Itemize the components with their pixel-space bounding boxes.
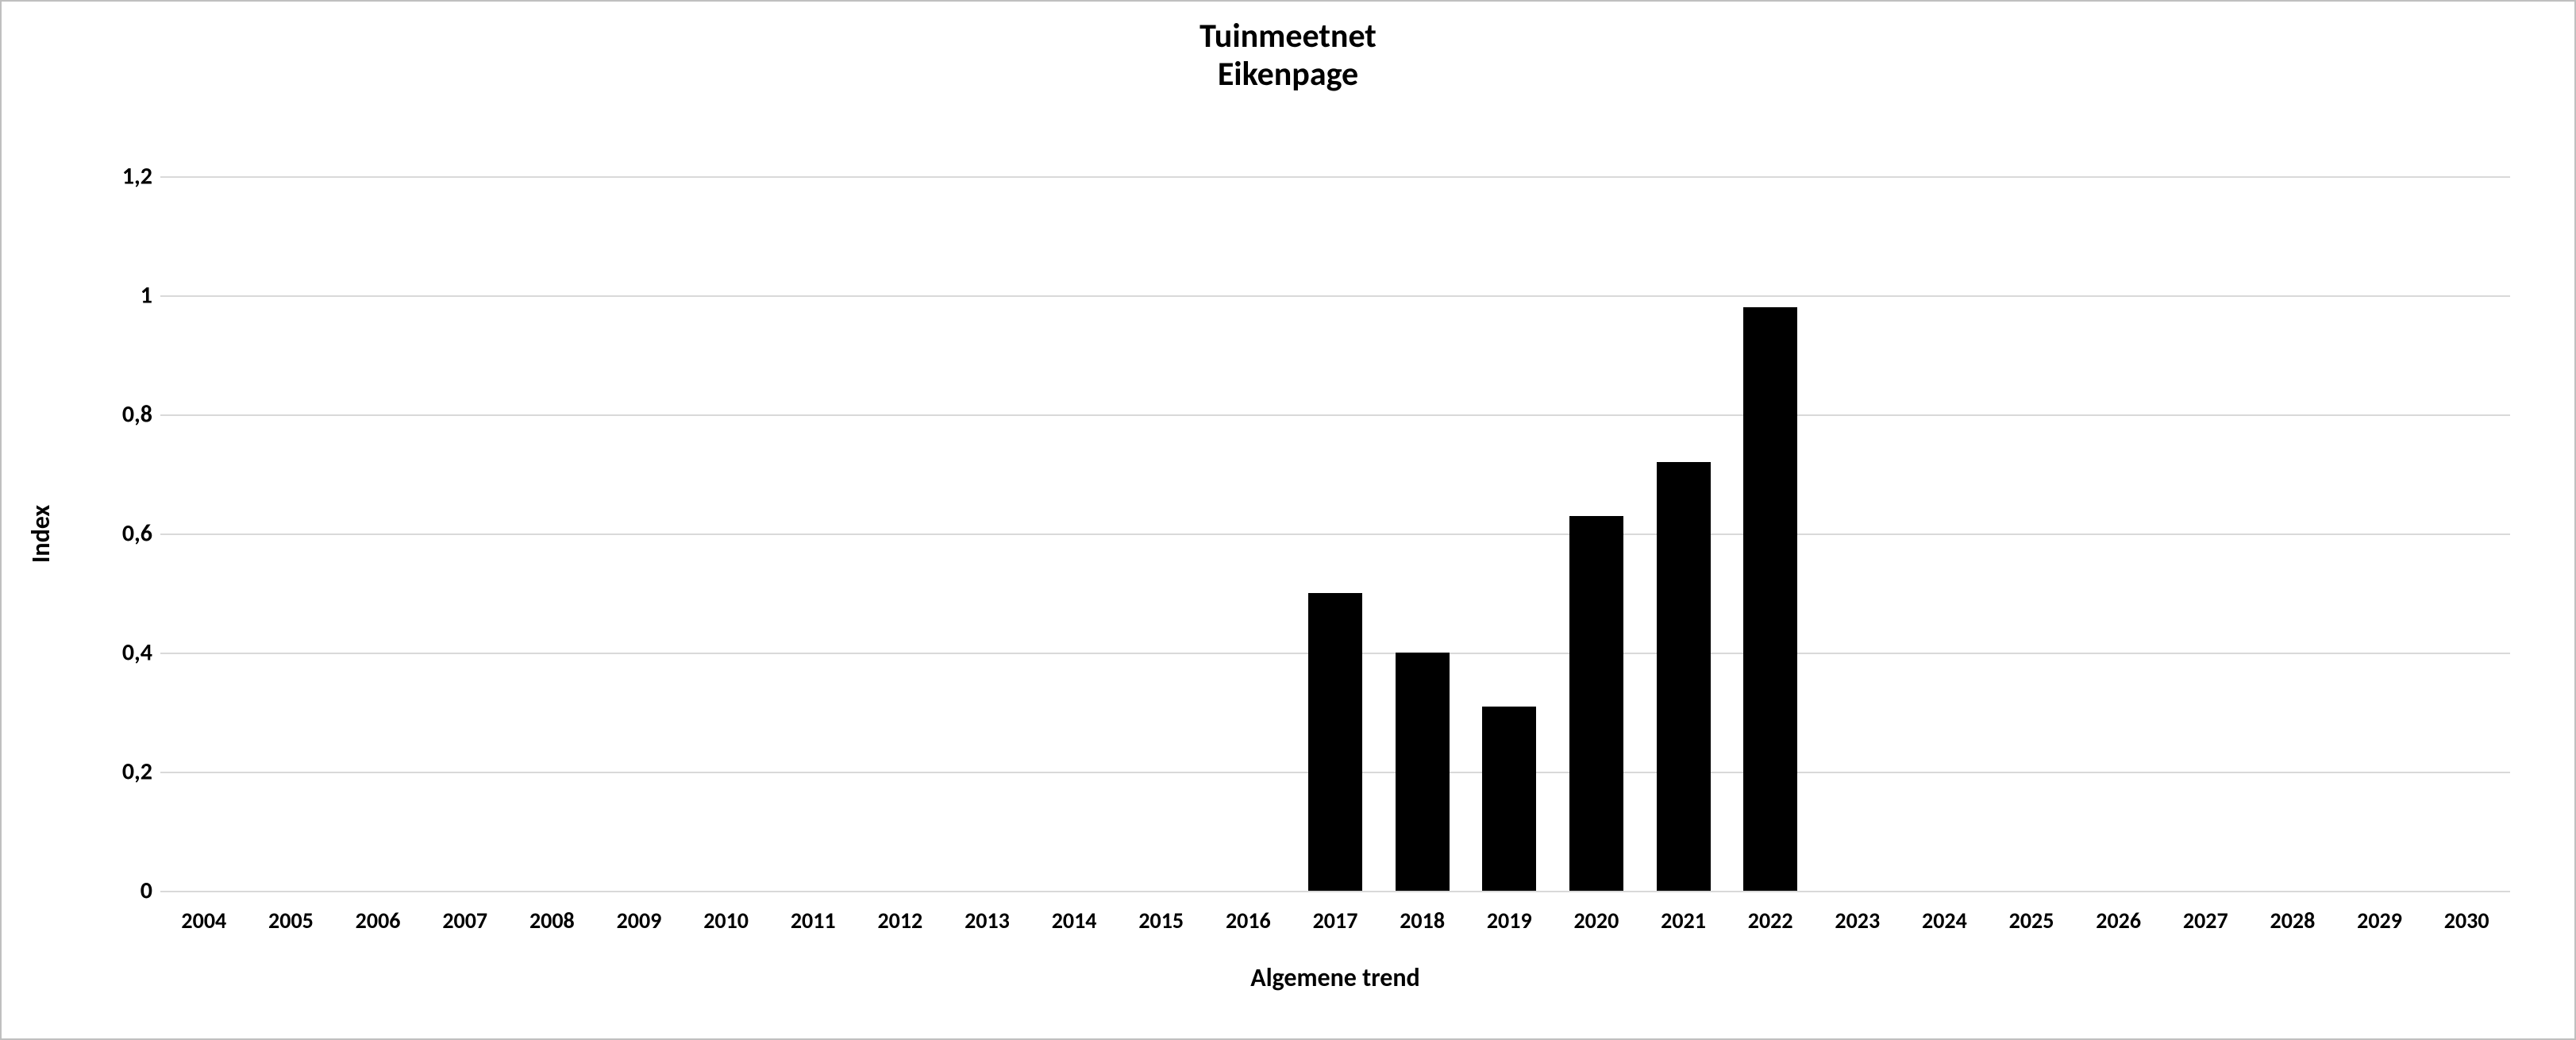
- bar-slot: [2249, 176, 2336, 891]
- x-tick-label: 2004: [181, 907, 226, 934]
- plot-area: [160, 176, 2510, 891]
- x-tick-label: 2006: [356, 907, 401, 934]
- bar-slot: [509, 176, 596, 891]
- chart-container: Tuinmeetnet Eikenpage Index 0 0,2 0,4 0,6 0,…: [0, 0, 2576, 1040]
- bar: [1743, 307, 1797, 891]
- x-tick-label: 2010: [703, 907, 749, 934]
- x-tick-label: 2028: [2270, 907, 2316, 934]
- x-tick-label: 2022: [1748, 907, 1793, 934]
- bar-slot: [2162, 176, 2249, 891]
- bar-slot: [160, 176, 248, 891]
- bar-slot: [1205, 176, 1292, 891]
- bar-slot: [422, 176, 509, 891]
- gridline: [160, 891, 2510, 892]
- bar-slot: [2336, 176, 2424, 891]
- x-tick-label: 2015: [1138, 907, 1184, 934]
- y-tick-label: 1,2: [122, 162, 152, 191]
- x-tick-label: 2017: [1313, 907, 1358, 934]
- x-tick-label: 2030: [2444, 907, 2489, 934]
- x-tick-label: 2019: [1487, 907, 1532, 934]
- x-axis-label: Algemene trend: [160, 962, 2510, 993]
- bar: [1396, 653, 1450, 891]
- bar-slot: [1465, 176, 1553, 891]
- bars-layer: [160, 176, 2510, 891]
- y-axis-label: Index: [26, 504, 57, 562]
- x-tick-label: 2021: [1661, 907, 1706, 934]
- bar-slot: [334, 176, 422, 891]
- bar: [1569, 516, 1623, 892]
- x-tick-label: 2026: [2096, 907, 2141, 934]
- x-tick-label: 2008: [529, 907, 575, 934]
- x-tick-label: 2029: [2357, 907, 2402, 934]
- y-tick-label: 0,8: [122, 400, 152, 429]
- x-tick-label: 2009: [617, 907, 662, 934]
- y-tick-label: 0,4: [122, 638, 152, 668]
- bar-slot: [1379, 176, 1466, 891]
- bar: [1308, 593, 1362, 891]
- x-tick-label: 2013: [965, 907, 1010, 934]
- bar-slot: [1814, 176, 1901, 891]
- chart-title-line1: Tuinmeetnet: [33, 17, 2543, 56]
- bar-slot: [683, 176, 770, 891]
- y-tick-label: 1: [141, 281, 152, 310]
- y-tick-labels: 00,20,40,60,811,2: [57, 176, 152, 891]
- bar-slot: [1727, 176, 1814, 891]
- x-tick-label: 2016: [1226, 907, 1271, 934]
- x-tick-label: 2027: [2183, 907, 2228, 934]
- x-tick-label: 2023: [1835, 907, 1880, 934]
- bar: [1657, 462, 1711, 891]
- bar-slot: [1988, 176, 2075, 891]
- bar-slot: [595, 176, 683, 891]
- y-tick-label: 0,6: [122, 519, 152, 549]
- bar-slot: [1640, 176, 1727, 891]
- bar-slot: [2075, 176, 2162, 891]
- bar-slot: [1901, 176, 1989, 891]
- x-tick-label: 2020: [1573, 907, 1619, 934]
- y-tick-label: 0,2: [122, 757, 152, 787]
- bar-slot: [1118, 176, 1205, 891]
- bar-slot: [248, 176, 335, 891]
- x-tick-label: 2025: [2009, 907, 2054, 934]
- x-tick-label: 2011: [791, 907, 836, 934]
- chart-title: Tuinmeetnet Eikenpage: [33, 17, 2543, 94]
- x-tick-label: 2012: [877, 907, 922, 934]
- x-tick-label: 2005: [268, 907, 314, 934]
- bar-slot: [2423, 176, 2510, 891]
- x-tick-labels: 2004 2005 2006 2007 2008 2009 2010 2011 2012 2013…: [160, 907, 2510, 938]
- y-tick-label: 0: [141, 876, 152, 906]
- bar-slot: [1292, 176, 1379, 891]
- bar-slot: [1030, 176, 1118, 891]
- bar-slot: [1553, 176, 1640, 891]
- chart-title-line2: Eikenpage: [33, 56, 2543, 94]
- x-tick-label: 2007: [442, 907, 487, 934]
- bar-slot: [944, 176, 1031, 891]
- bar-slot: [769, 176, 857, 891]
- bar: [1482, 707, 1536, 892]
- x-tick-label: 2018: [1400, 907, 1445, 934]
- x-tick-label: 2024: [1922, 907, 1967, 934]
- bar-slot: [857, 176, 944, 891]
- x-tick-label: 2014: [1052, 907, 1097, 934]
